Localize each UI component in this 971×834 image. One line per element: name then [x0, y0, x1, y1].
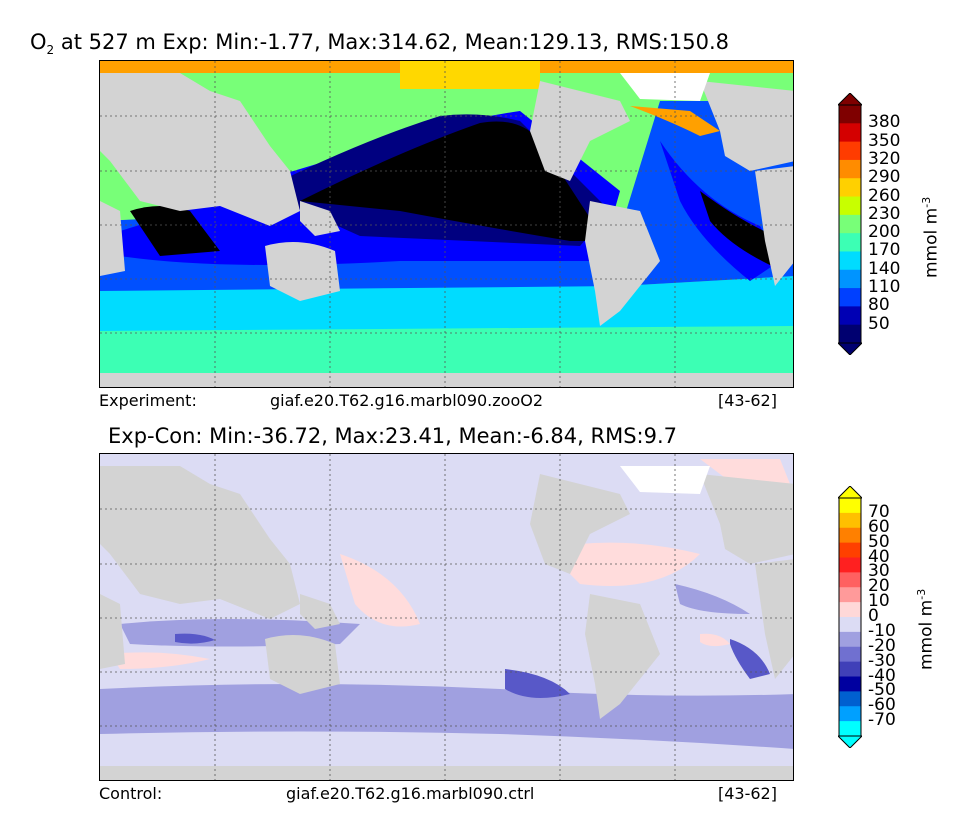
colorbar-tick-label: 140 [868, 258, 901, 279]
colorbar-tick-label: 40 [868, 546, 890, 567]
colorbar-segment [839, 527, 861, 544]
colorbar-segment [839, 251, 861, 271]
colorbar-tick-label: -20 [868, 635, 896, 656]
colorbar-tick-label: 110 [868, 277, 901, 298]
colorbar-segment [839, 306, 861, 326]
bottom-panel-title: Exp-Con: Min:-36.72, Max:23.41, Mean:-6.… [108, 424, 678, 448]
colorbar-tick-label: 80 [868, 295, 890, 316]
experiment-unit-label: mmol m-3 [920, 197, 942, 278]
colorbar-segment [839, 105, 861, 124]
title-stats: at 527 m Exp: Min:-1.77, Max:314.62, Mea… [54, 30, 729, 54]
colorbar-tick-label: -70 [868, 710, 896, 731]
experiment-colorbar [838, 93, 862, 355]
colorbar-extend-min [838, 735, 862, 748]
colorbar-extend-max [838, 93, 862, 106]
colorbar-tick-label: 50 [868, 313, 890, 334]
control-caption-case: giaf.e20.T62.g16.marbl090.ctrl [286, 784, 535, 803]
colorbar-segment [839, 123, 861, 143]
colorbar-segment [839, 196, 861, 216]
colorbar-tick-label: 10 [868, 591, 890, 612]
colorbar-segment [839, 214, 861, 234]
colorbar-tick-label: -40 [868, 665, 896, 686]
title-variable: O [30, 30, 47, 54]
colorbar-segment [839, 512, 861, 529]
colorbar-segment [839, 691, 861, 707]
control-caption-label: Control: [99, 784, 163, 803]
experiment-caption-label: Experiment: [99, 391, 197, 410]
colorbar-segment [839, 141, 861, 161]
unit-exponent: -3 [920, 196, 933, 208]
colorbar-extend-max [838, 486, 862, 499]
colorbar-segment [839, 721, 861, 737]
colorbar-tick-label: 350 [868, 130, 901, 151]
colorbar-segment [839, 542, 861, 558]
colorbar-tick-label: -30 [868, 650, 896, 671]
colorbar-tick-label: 290 [868, 167, 901, 188]
colorbar-segment [839, 324, 861, 344]
colorbar-tick-label: 170 [868, 240, 901, 261]
colorbar-segment [839, 646, 861, 663]
colorbar-segment [839, 676, 861, 692]
colorbar-segment [839, 233, 861, 252]
colorbar-tick-label: 320 [868, 148, 901, 169]
colorbar-tick-label: 70 [868, 501, 890, 522]
colorbar-tick-label: -60 [868, 695, 896, 716]
colorbar-segment [839, 631, 861, 648]
colorbar-segment [839, 178, 861, 198]
colorbar-segment [839, 602, 861, 618]
control-caption-years: [43-62] [718, 784, 777, 803]
colorbar-tick-label: 20 [868, 576, 890, 597]
colorbar-tick-label: 260 [868, 185, 901, 206]
colorbar-segment [839, 269, 861, 289]
experiment-caption-years: [43-62] [718, 391, 777, 410]
unit-text: mmol m [921, 207, 942, 278]
unit-exponent: -3 [915, 588, 928, 600]
colorbar-segment [839, 288, 861, 307]
experiment-map [99, 60, 794, 388]
colorbar-segment [839, 159, 861, 179]
experiment-caption-case: giaf.e20.T62.g16.marbl090.zooO2 [270, 391, 544, 410]
colorbar-segment [839, 587, 861, 603]
title-subscript: 2 [46, 43, 55, 58]
colorbar-tick-label: 30 [868, 561, 890, 582]
colorbar-tick-label: -50 [868, 680, 896, 701]
colorbar-segment [839, 617, 861, 633]
colorbar-extend-min [838, 342, 862, 355]
colorbar-tick-label: 380 [868, 112, 901, 133]
unit-text: mmol m [916, 599, 937, 670]
colorbar-segment [839, 498, 861, 514]
difference-colorbar [838, 486, 862, 748]
colorbar-segment [839, 572, 861, 588]
colorbar-tick-label: 230 [868, 203, 901, 224]
difference-map [99, 453, 794, 781]
colorbar-segment [839, 557, 861, 573]
colorbar-segment [839, 706, 861, 722]
top-panel-title: O2 at 527 m Exp: Min:-1.77, Max:314.62, … [30, 30, 729, 57]
colorbar-tick-label: 60 [868, 516, 890, 537]
colorbar-tick-label: 0 [868, 606, 879, 626]
colorbar-segment [839, 661, 861, 677]
colorbar-tick-label: 50 [868, 531, 890, 552]
colorbar-tick-label: 200 [868, 222, 901, 243]
colorbar-tick-label: -10 [868, 620, 896, 641]
difference-unit-label: mmol m-3 [915, 589, 937, 670]
